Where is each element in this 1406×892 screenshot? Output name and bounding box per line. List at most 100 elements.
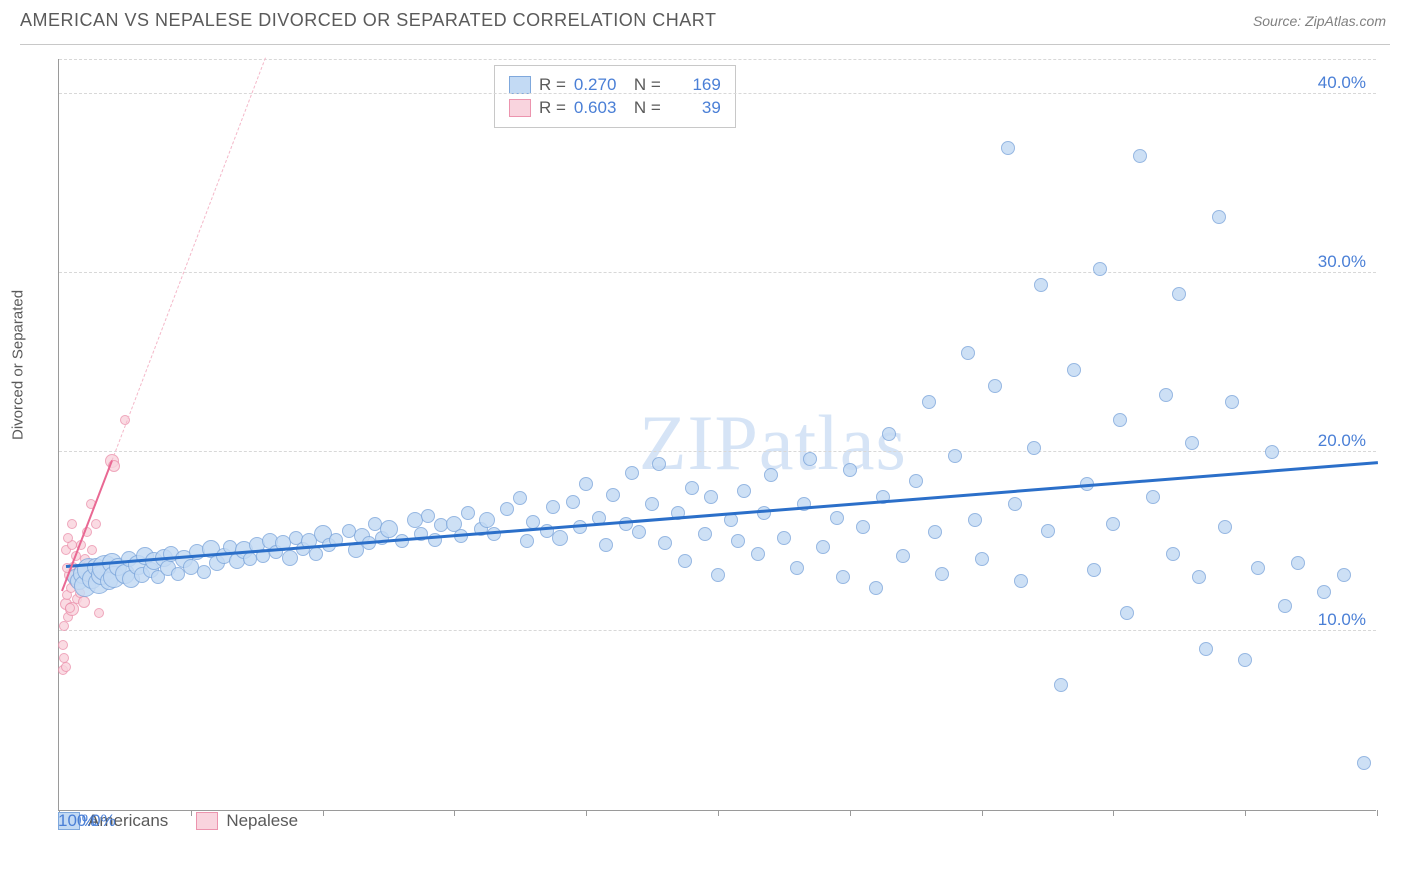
americans-point <box>1001 141 1015 155</box>
americans-point <box>1172 287 1186 301</box>
americans-point <box>1133 149 1147 163</box>
americans-point <box>836 570 850 584</box>
americans-point <box>566 495 580 509</box>
nepalese-point <box>87 545 97 555</box>
americans-point <box>1159 388 1173 402</box>
americans-point <box>1212 210 1226 224</box>
americans-point <box>909 474 923 488</box>
americans-point <box>948 449 962 463</box>
americans-point <box>479 512 495 528</box>
americans-point <box>1041 524 1055 538</box>
americans-point <box>421 509 435 523</box>
americans-point <box>1225 395 1239 409</box>
legend-r-value: 0.603 <box>574 98 626 118</box>
americans-point <box>243 552 257 566</box>
americans-point <box>856 520 870 534</box>
legend-n-value: 39 <box>669 98 721 118</box>
americans-point <box>1027 441 1041 455</box>
americans-point <box>1357 756 1371 770</box>
legend-swatch <box>196 812 218 830</box>
americans-point <box>658 536 672 550</box>
x-tick <box>850 810 851 816</box>
trend-line <box>65 461 1377 568</box>
source-label: Source: ZipAtlas.com <box>1253 13 1386 29</box>
americans-point <box>606 488 620 502</box>
y-tick-label: 40.0% <box>1318 73 1366 93</box>
americans-point <box>1106 517 1120 531</box>
americans-point <box>1067 363 1081 377</box>
americans-point <box>731 534 745 548</box>
americans-point <box>197 565 211 579</box>
americans-point <box>1337 568 1351 582</box>
gridline <box>59 272 1376 273</box>
americans-point <box>632 525 646 539</box>
legend-correlation: R =0.270N =169R =0.603N =39 <box>494 65 736 128</box>
americans-point <box>777 531 791 545</box>
americans-point <box>380 520 398 538</box>
americans-point <box>961 346 975 360</box>
nepalese-point <box>94 608 104 618</box>
nepalese-point <box>78 596 90 608</box>
americans-point <box>282 550 298 566</box>
legend-item-nepalese: Nepalese <box>196 811 298 831</box>
americans-point <box>1317 585 1331 599</box>
americans-point <box>500 502 514 516</box>
nepalese-point <box>67 519 77 529</box>
x-tick <box>718 810 719 816</box>
gridline <box>59 59 1376 60</box>
y-axis-label: Divorced or Separated <box>10 289 27 439</box>
americans-point <box>678 554 692 568</box>
americans-point <box>461 506 475 520</box>
americans-point <box>1008 497 1022 511</box>
americans-point <box>1291 556 1305 570</box>
gridline <box>59 451 1376 452</box>
legend-swatch <box>509 99 531 117</box>
americans-point <box>704 490 718 504</box>
x-tick <box>323 810 324 816</box>
americans-point <box>546 500 560 514</box>
chart-container: Divorced or Separated ZIPatlas R =0.270N… <box>20 44 1390 834</box>
x-tick <box>454 810 455 816</box>
nepalese-point <box>65 603 75 613</box>
americans-point <box>513 491 527 505</box>
americans-point <box>1113 413 1127 427</box>
nepalese-point <box>61 662 71 672</box>
nepalese-point <box>63 533 73 543</box>
americans-point <box>1192 570 1206 584</box>
americans-point <box>652 457 666 471</box>
americans-point <box>552 530 568 546</box>
americans-point <box>698 527 712 541</box>
americans-point <box>1185 436 1199 450</box>
americans-point <box>1265 445 1279 459</box>
americans-point <box>988 379 1002 393</box>
legend-r-label: R = <box>539 98 566 118</box>
americans-point <box>579 477 593 491</box>
legend-row-nepalese: R =0.603N =39 <box>509 98 721 118</box>
americans-point <box>1166 547 1180 561</box>
y-tick-label: 20.0% <box>1318 431 1366 451</box>
legend-swatch <box>509 76 531 94</box>
americans-point <box>1146 490 1160 504</box>
x-axis-max-label: 100.0% <box>58 811 116 831</box>
americans-point <box>625 466 639 480</box>
americans-point <box>1120 606 1134 620</box>
americans-point <box>520 534 534 548</box>
americans-point <box>1199 642 1213 656</box>
americans-point <box>1034 278 1048 292</box>
y-tick-label: 10.0% <box>1318 610 1366 630</box>
americans-point <box>790 561 804 575</box>
americans-point <box>645 497 659 511</box>
americans-point <box>968 513 982 527</box>
trend-line <box>111 57 265 460</box>
americans-point <box>711 568 725 582</box>
y-tick-label: 30.0% <box>1318 252 1366 272</box>
americans-point <box>1054 678 1068 692</box>
americans-point <box>869 581 883 595</box>
americans-point <box>1238 653 1252 667</box>
americans-point <box>830 511 844 525</box>
americans-point <box>1251 561 1265 575</box>
americans-point <box>843 463 857 477</box>
americans-point <box>882 427 896 441</box>
legend-label: Nepalese <box>226 811 298 831</box>
plot-area: ZIPatlas R =0.270N =169R =0.603N =39 10.… <box>58 59 1376 811</box>
